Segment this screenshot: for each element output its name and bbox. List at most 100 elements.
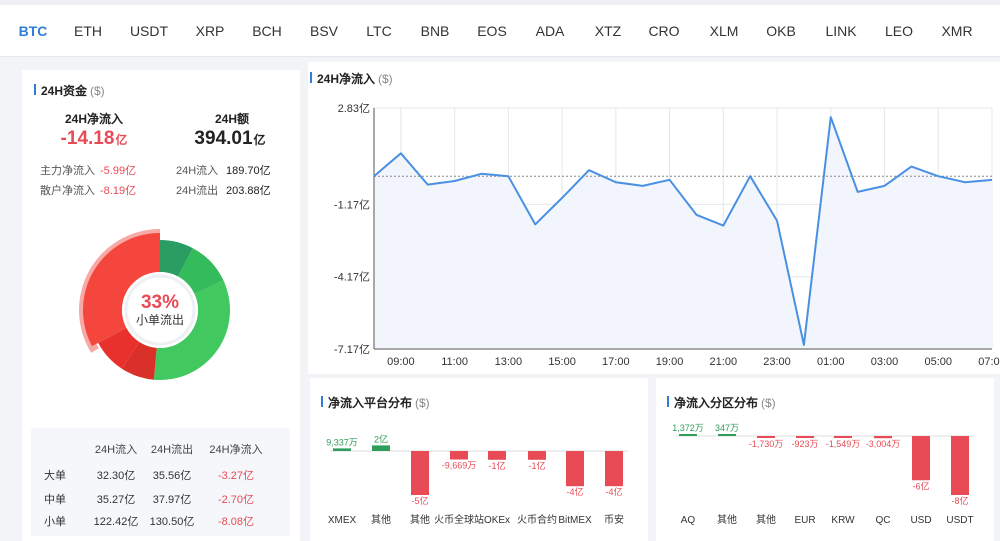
net-inflow-value: -14.18亿 bbox=[61, 128, 128, 150]
order-table-header: 24H流入 bbox=[94, 444, 138, 456]
donut-hole bbox=[122, 272, 198, 348]
order-table-cell: 122.42亿 bbox=[93, 516, 139, 528]
bar[interactable] bbox=[488, 451, 506, 460]
order-row-label: 小单 bbox=[44, 516, 66, 528]
bar-value-label: -923万 bbox=[791, 439, 818, 449]
tab-xtz[interactable]: XTZ bbox=[594, 23, 622, 39]
net-inflow-unit: 亿 bbox=[115, 133, 128, 147]
tab-xrp[interactable]: XRP bbox=[195, 23, 225, 39]
bar-value-label: -4亿 bbox=[605, 486, 622, 497]
donut-slice-large-inflow[interactable] bbox=[160, 240, 193, 277]
bar[interactable] bbox=[333, 448, 351, 451]
bar[interactable] bbox=[372, 445, 390, 451]
tab-leo[interactable]: LEO bbox=[884, 23, 914, 39]
bar-category-label: AQ bbox=[681, 515, 696, 526]
tab-ltc[interactable]: LTC bbox=[366, 23, 392, 39]
bar-value-label: -8亿 bbox=[951, 495, 968, 506]
order-table-cell: -8.08亿 bbox=[217, 516, 255, 528]
bar[interactable] bbox=[679, 434, 697, 436]
bar[interactable] bbox=[718, 434, 736, 436]
retail-net-value: -8.19亿 bbox=[100, 185, 137, 197]
y-tick-label: -7.17亿 bbox=[334, 343, 370, 356]
region-chart-title: 净流入分区分布 ($) bbox=[667, 394, 776, 411]
donut-inner-ring bbox=[124, 274, 196, 346]
bar[interactable] bbox=[912, 436, 930, 481]
order-table-header: 24H净流入 bbox=[209, 444, 263, 456]
region-bar-card: 净流入分区分布 ($) bbox=[656, 378, 994, 541]
bar[interactable] bbox=[605, 451, 623, 487]
tab-bsv[interactable]: BSV bbox=[309, 23, 339, 39]
bar-category-label: EUR bbox=[794, 515, 815, 526]
line-chart-unit: ($) bbox=[378, 72, 393, 86]
donut-slice-medium-outflow[interactable] bbox=[98, 327, 140, 369]
tab-bnb[interactable]: BNB bbox=[420, 23, 450, 39]
tab-xmr[interactable]: XMR bbox=[941, 23, 973, 39]
bar-category-label: 其他 bbox=[756, 513, 776, 526]
tab-ada[interactable]: ADA bbox=[535, 23, 565, 39]
volume-value: 394.01亿 bbox=[194, 128, 265, 150]
y-tick-label: -1.17亿 bbox=[334, 198, 370, 211]
bar[interactable] bbox=[411, 451, 429, 495]
net-inflow-line[interactable] bbox=[373, 116, 993, 346]
tab-eos[interactable]: EOS bbox=[477, 23, 507, 39]
tab-cro[interactable]: CRO bbox=[648, 23, 680, 39]
donut-slice-small-inflow[interactable] bbox=[153, 280, 230, 380]
x-tick-label: 13:00 bbox=[495, 356, 523, 368]
order-size-table: 24H流入 24H流出 24H净流入 大单 32.30亿 35.56亿 -3.27亿 中单 35… bbox=[31, 428, 290, 536]
fund-title-unit: ($) bbox=[90, 84, 105, 98]
line-area-fill bbox=[374, 117, 992, 349]
tab-btc[interactable]: BTC bbox=[18, 23, 48, 39]
tab-eth[interactable]: ETH bbox=[74, 23, 102, 39]
x-tick-label: 07:00 bbox=[978, 356, 1000, 368]
region-title-unit: ($) bbox=[761, 396, 776, 410]
donut-slice-small-outflow[interactable] bbox=[83, 233, 160, 347]
retail-net-label: 散户净流入 bbox=[40, 185, 95, 197]
bar[interactable] bbox=[450, 451, 468, 460]
x-tick-label: 03:00 bbox=[871, 356, 899, 368]
bar-value-label: -1,730万 bbox=[749, 439, 784, 449]
bar[interactable] bbox=[528, 451, 546, 460]
order-row-label: 中单 bbox=[44, 494, 66, 506]
net-inflow-label: 24H净流入 bbox=[64, 112, 124, 126]
tab-xlm[interactable]: XLM bbox=[709, 23, 739, 39]
bar[interactable] bbox=[566, 451, 584, 487]
bar-value-label: 1,372万 bbox=[672, 423, 704, 433]
main-net-value: -5.99亿 bbox=[100, 165, 137, 177]
volume-label: 24H额 bbox=[214, 112, 250, 126]
outflow-label: 24H流出 bbox=[176, 185, 219, 197]
donut-slice-medium-inflow[interactable] bbox=[177, 248, 224, 294]
bar-category-label: OKEx bbox=[484, 515, 510, 526]
bar-value-label: -1亿 bbox=[528, 460, 545, 471]
bar[interactable] bbox=[951, 436, 969, 495]
bar-category-label: USD bbox=[910, 515, 931, 526]
bar[interactable] bbox=[796, 436, 814, 438]
tab-bch[interactable]: BCH bbox=[252, 23, 282, 39]
bar[interactable] bbox=[834, 436, 852, 438]
tab-link[interactable]: LINK bbox=[825, 23, 857, 39]
bar-category-label: USDT bbox=[946, 515, 973, 526]
donut-slice-large-outflow[interactable] bbox=[121, 341, 157, 380]
fund-donut-chart[interactable]: 33% 小单流出 bbox=[70, 220, 250, 400]
x-tick-label: 19:00 bbox=[656, 356, 684, 368]
bar-category-label: BitMEX bbox=[558, 515, 592, 526]
bar-category-label: 火币全球站 bbox=[434, 513, 484, 526]
bar[interactable] bbox=[874, 436, 892, 439]
donut-highlight-ring[interactable] bbox=[79, 229, 160, 353]
bar-value-label: -3,004万 bbox=[866, 439, 901, 449]
net-inflow-line-chart[interactable]: 2.83亿 -1.17亿 -4.17亿 -7.17亿 09:00 11:00 13:00 15… bbox=[308, 84, 1000, 374]
tab-usdt[interactable]: USDT bbox=[129, 23, 169, 39]
order-table-header: 24H流出 bbox=[150, 444, 194, 456]
tab-okb[interactable]: OKB bbox=[766, 23, 796, 39]
x-tick-label: 05:00 bbox=[924, 356, 952, 368]
order-table-cell: 37.97亿 bbox=[152, 494, 192, 506]
volume-unit: 亿 bbox=[253, 133, 266, 147]
bar-category-label: 其他 bbox=[717, 513, 737, 526]
coin-tab-bar: BTC ETH USDT XRP BCH BSV LTC BNB EOS ADA XTZ CRO XLM… bbox=[0, 0, 1000, 57]
platform-bar-card: 净流入平台分布 ($) bbox=[310, 378, 648, 541]
bar[interactable] bbox=[757, 436, 775, 438]
bar-category-label: QC bbox=[876, 515, 891, 526]
order-row-label: 大单 bbox=[44, 470, 66, 482]
bar-value-label: -1亿 bbox=[488, 460, 505, 471]
